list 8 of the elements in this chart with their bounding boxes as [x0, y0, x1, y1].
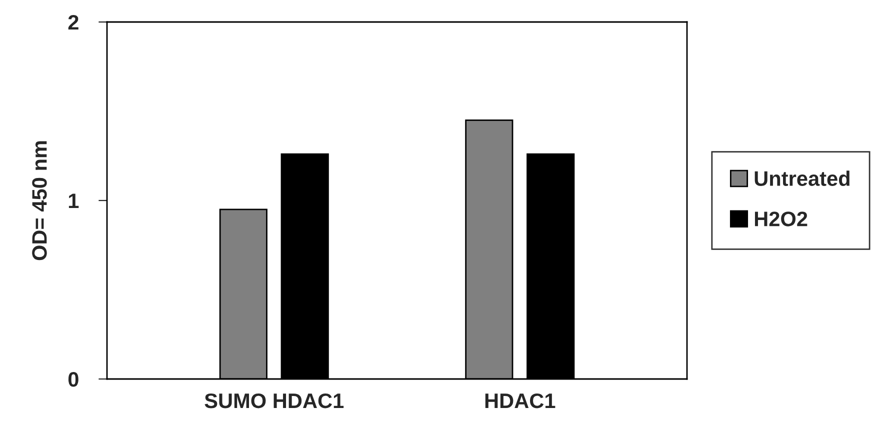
legend-label: Untreated: [754, 170, 850, 186]
y-tick-label: 2: [68, 15, 78, 30]
y-axis-title: OD= 450 nm: [32, 141, 47, 260]
legend-label: H2O2: [754, 212, 808, 226]
y-tick-label: 0: [68, 372, 78, 387]
x-tick-label: SUMO HDAC1: [204, 393, 344, 408]
y-tick-label: 1: [68, 194, 79, 208]
x-tick-label: HDAC1: [485, 393, 556, 408]
